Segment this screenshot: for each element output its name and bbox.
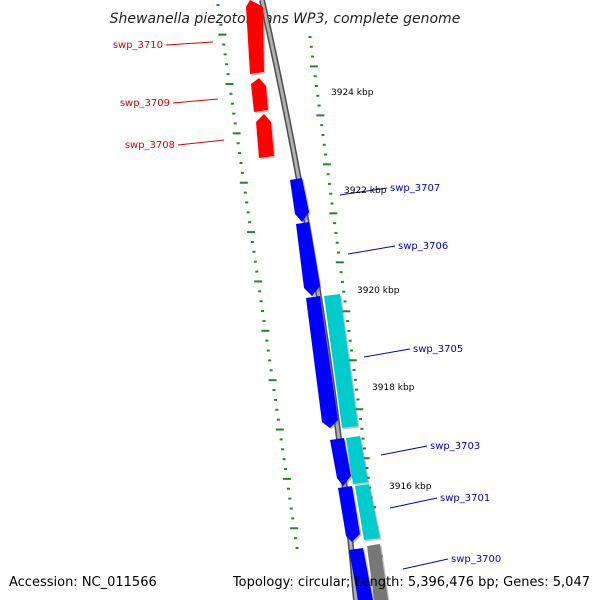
gene-label-swp_3701: swp_3701	[440, 493, 490, 504]
gene-label-leader	[380, 445, 428, 456]
gene-arrow-swp_3707	[290, 178, 309, 222]
gene-label-swp_3703: swp_3703	[430, 441, 480, 452]
gene-arrow-swp_3703	[330, 438, 351, 486]
rna-feature-3	[355, 484, 380, 540]
grey-feature	[367, 544, 390, 600]
gene-arrow-swp_3708	[256, 114, 274, 158]
kbp-label: 3920 kbp	[357, 286, 400, 296]
gene-label-swp_3705: swp_3705	[413, 344, 463, 355]
gene-arrow-swp_3705	[306, 296, 338, 428]
gene-label-leader	[363, 348, 411, 358]
rna-features	[324, 294, 382, 542]
gene-labels: swp_3710 swp_3709 swp_3708 swp_3707 swp_3706…	[113, 40, 501, 570]
gene-label-swp_3709: swp_3709	[120, 98, 170, 109]
gene-label-leader	[177, 139, 225, 146]
genome-summary: Topology: circular; Length: 5,396,476 bp…	[232, 575, 590, 590]
kbp-label: 3916 kbp	[389, 482, 432, 492]
kbp-label: 3918 kbp	[372, 383, 415, 393]
kbp-label: 3922 kbp	[344, 186, 387, 196]
grey-feature-bar	[367, 544, 388, 600]
map-title: Shewanella piezotolerans WP3, complete g…	[110, 11, 461, 27]
gene-label-swp_3708: swp_3708	[125, 140, 175, 151]
rna-feature-2	[346, 436, 368, 484]
gene-label-swp_3700: swp_3700	[451, 554, 501, 565]
gene-arrow-swp_3710	[246, 0, 264, 74]
gene-label-leader	[347, 245, 396, 255]
gene-label-swp_3710: swp_3710	[113, 40, 163, 51]
gene-arrow-swp_3706	[296, 222, 320, 296]
gene-arrow-swp_3701	[338, 486, 360, 542]
gene-label-leader	[172, 98, 219, 104]
accession-text: Accession: NC_011566	[9, 575, 157, 590]
kbp-label: 3924 kbp	[331, 88, 374, 98]
gene-label-leader	[389, 497, 438, 509]
gene-features	[246, 0, 375, 600]
gene-arrow-swp_3700	[349, 548, 373, 600]
gene-label-leader	[339, 187, 388, 196]
gene-label-swp_3707: swp_3707	[390, 183, 440, 194]
gene-label-leader	[165, 41, 214, 46]
rna-feature-1	[324, 294, 358, 428]
gene-label-swp_3706: swp_3706	[398, 241, 448, 252]
gene-arrow-swp_3709	[251, 78, 268, 112]
gene-label-leader	[402, 558, 449, 570]
